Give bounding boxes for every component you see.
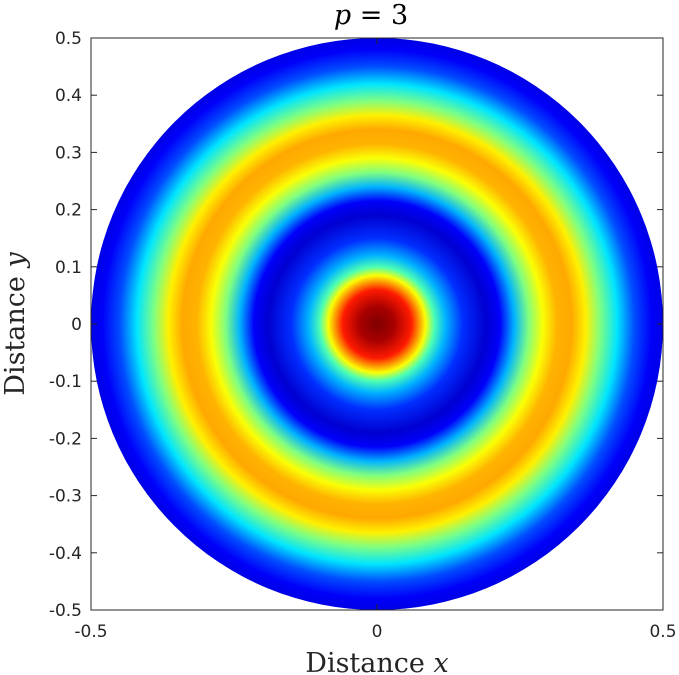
y-tick-label: 0.5	[55, 29, 82, 49]
x-axis-label-text: Distance	[305, 648, 433, 675]
y-tick-label: 0.2	[55, 201, 82, 221]
x-tick-label: 0.5	[649, 622, 676, 642]
y-tick-label: -0.3	[49, 487, 82, 507]
title-equals: =	[351, 0, 391, 31]
y-tick-label: -0.2	[49, 429, 82, 449]
y-tick-label: -0.5	[49, 601, 82, 621]
title-value: 3	[391, 0, 408, 31]
y-tick-label: 0	[71, 315, 82, 335]
chart-title: p = 3	[334, 0, 408, 31]
y-tick-labels: 0.5 0.4 0.3 0.2 0.1 0 -0.1 -0.2 -0.3 -0.4 -0.5	[49, 29, 82, 621]
x-axis-label-variable: x	[433, 648, 448, 675]
y-tick-label: 0.1	[55, 258, 82, 278]
x-axis-label: Distance x	[305, 648, 448, 675]
y-tick-label: 0.3	[55, 143, 82, 163]
y-tick-label: -0.4	[49, 544, 82, 564]
title-variable: p	[334, 0, 351, 31]
y-axis-label: Distance y	[0, 252, 31, 396]
y-axis-label-text: Distance	[0, 268, 31, 396]
x-tick-label: -0.5	[74, 622, 107, 642]
y-tick-label: 0.4	[55, 86, 82, 106]
heatmap-disk	[91, 38, 663, 610]
x-tick-label: 0	[372, 622, 383, 642]
y-axis-label-variable: y	[0, 252, 31, 269]
x-tick-labels: -0.5 0 0.5	[74, 622, 676, 642]
tick-marks	[90, 37, 664, 611]
y-tick-label: -0.1	[49, 372, 82, 392]
